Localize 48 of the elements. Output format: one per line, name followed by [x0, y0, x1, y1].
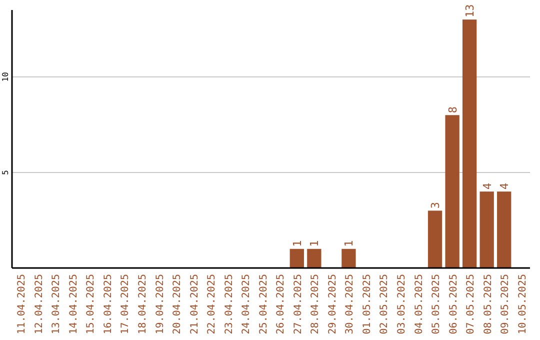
x-tick-label: 23.04.2025 [224, 274, 235, 334]
y-tick-label: 10 [1, 72, 10, 82]
data-label: 1 [308, 240, 322, 247]
data-label: 4 [498, 182, 512, 190]
x-tick-label: 14.04.2025 [68, 274, 80, 334]
data-label: 8 [446, 106, 460, 114]
x-tick-label: 19.04.2025 [154, 274, 166, 334]
x-tick-label: 05.05.2025 [431, 274, 442, 334]
x-tick-label: 17.04.2025 [120, 274, 132, 334]
bar [462, 20, 477, 268]
x-tick-label: 21.04.2025 [189, 274, 200, 334]
data-label: 1 [342, 240, 356, 247]
x-tick-label: 30.04.2025 [344, 274, 356, 334]
x-tick-label: 24.04.2025 [241, 274, 252, 334]
x-tick-label: 27.04.2025 [292, 274, 304, 334]
x-tick-label: 15.04.2025 [86, 274, 97, 334]
x-tick-label: 06.05.2025 [448, 274, 460, 334]
x-tick-label: 08.05.2025 [482, 274, 494, 334]
bar [445, 115, 460, 268]
data-label: 1 [290, 240, 304, 247]
x-tick-label: 01.05.2025 [362, 274, 373, 334]
x-tick-label: 13.04.2025 [51, 274, 62, 334]
x-tick-label: 11.04.2025 [16, 274, 28, 334]
x-tick-label: 09.05.2025 [500, 274, 512, 334]
x-tick-label: 02.05.2025 [379, 274, 390, 334]
x-tick-label: 04.05.2025 [414, 274, 425, 334]
x-tick-label: 28.04.2025 [310, 274, 322, 334]
x-tick-label: 22.04.2025 [206, 274, 218, 334]
x-tick-label: 12.04.2025 [34, 274, 45, 334]
bar [290, 248, 304, 268]
x-tick-label: 07.05.2025 [466, 274, 477, 334]
bar [497, 192, 512, 268]
bar [342, 248, 356, 268]
bar [428, 210, 442, 268]
bar [480, 192, 494, 268]
x-tick-label: 25.04.2025 [258, 274, 270, 334]
x-tick-label: 20.04.2025 [172, 274, 184, 334]
data-label: 13 [464, 4, 477, 18]
x-tick-label: 29.04.2025 [327, 274, 338, 334]
x-tick-label: 16.04.2025 [102, 274, 114, 334]
x-tick-label: 26.04.2025 [276, 274, 287, 334]
x-tick-label: 18.04.2025 [138, 274, 148, 334]
data-label: 3 [429, 202, 442, 209]
x-tick-label: 03.05.2025 [396, 274, 408, 334]
data-label: 4 [480, 182, 494, 190]
y-tick-label: 5 [1, 170, 10, 175]
x-tick-label: 10.05.2025 [517, 274, 528, 334]
bar [307, 248, 322, 268]
